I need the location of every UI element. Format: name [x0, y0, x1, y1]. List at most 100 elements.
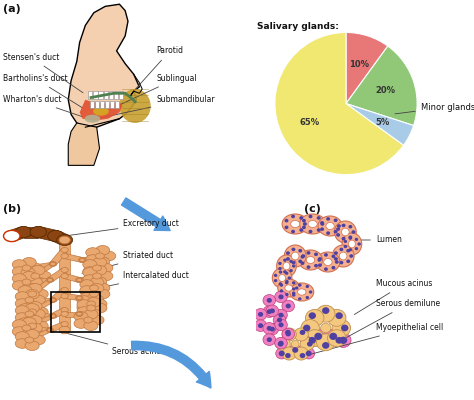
Ellipse shape: [278, 279, 300, 297]
Circle shape: [31, 273, 40, 279]
Circle shape: [22, 258, 36, 267]
Circle shape: [61, 308, 68, 312]
Circle shape: [298, 284, 301, 287]
Polygon shape: [26, 278, 50, 284]
Circle shape: [270, 327, 275, 332]
Circle shape: [74, 319, 88, 328]
Circle shape: [46, 278, 54, 282]
Circle shape: [90, 291, 99, 297]
Bar: [90, 101, 94, 108]
Circle shape: [342, 237, 346, 240]
Polygon shape: [51, 308, 67, 318]
Circle shape: [16, 226, 32, 238]
Ellipse shape: [285, 285, 292, 291]
Circle shape: [83, 267, 97, 276]
Ellipse shape: [276, 348, 288, 359]
Circle shape: [12, 327, 27, 336]
Circle shape: [28, 295, 42, 304]
Ellipse shape: [317, 334, 335, 351]
Ellipse shape: [336, 333, 351, 348]
Ellipse shape: [348, 240, 356, 248]
Ellipse shape: [273, 314, 286, 326]
Circle shape: [303, 222, 307, 226]
Text: (b): (b): [3, 204, 21, 214]
Ellipse shape: [263, 334, 275, 346]
Circle shape: [25, 297, 34, 303]
Circle shape: [267, 326, 272, 331]
Text: 20%: 20%: [375, 86, 395, 95]
Circle shape: [292, 340, 299, 348]
Circle shape: [102, 251, 116, 261]
Circle shape: [322, 342, 329, 349]
Circle shape: [49, 262, 56, 266]
Circle shape: [303, 325, 310, 331]
Circle shape: [15, 313, 29, 322]
Circle shape: [76, 312, 83, 316]
Circle shape: [22, 318, 36, 327]
Ellipse shape: [266, 305, 279, 317]
Circle shape: [326, 217, 330, 221]
Circle shape: [12, 281, 27, 290]
Circle shape: [289, 260, 293, 263]
Circle shape: [34, 307, 48, 317]
Circle shape: [50, 314, 55, 318]
Circle shape: [84, 321, 98, 330]
Circle shape: [286, 332, 291, 336]
Circle shape: [318, 257, 322, 261]
Circle shape: [28, 309, 36, 315]
Circle shape: [300, 330, 305, 335]
Circle shape: [50, 262, 55, 266]
Circle shape: [61, 322, 68, 326]
Circle shape: [90, 285, 99, 291]
Polygon shape: [64, 274, 81, 282]
Circle shape: [309, 337, 316, 344]
Polygon shape: [29, 312, 53, 318]
Circle shape: [302, 219, 306, 222]
Circle shape: [87, 298, 101, 307]
Circle shape: [50, 314, 55, 318]
Circle shape: [289, 269, 293, 272]
Ellipse shape: [294, 328, 308, 341]
Ellipse shape: [279, 274, 285, 282]
Circle shape: [83, 268, 97, 277]
Polygon shape: [47, 268, 67, 282]
Circle shape: [47, 328, 53, 332]
Circle shape: [30, 324, 35, 328]
Ellipse shape: [324, 258, 332, 266]
Circle shape: [334, 230, 337, 234]
Circle shape: [21, 275, 35, 284]
Text: Intercalated duct: Intercalated duct: [82, 272, 189, 292]
Ellipse shape: [332, 245, 354, 267]
Circle shape: [16, 226, 32, 238]
Circle shape: [291, 215, 295, 218]
Circle shape: [94, 274, 100, 278]
Circle shape: [320, 222, 324, 226]
Ellipse shape: [300, 214, 326, 234]
Polygon shape: [68, 4, 139, 127]
Circle shape: [18, 311, 32, 320]
Circle shape: [87, 294, 101, 303]
Circle shape: [15, 299, 29, 308]
Circle shape: [277, 318, 282, 322]
Circle shape: [28, 284, 42, 293]
Ellipse shape: [328, 310, 346, 326]
Text: Parotid: Parotid: [136, 46, 183, 89]
Circle shape: [302, 226, 306, 229]
Circle shape: [30, 292, 35, 296]
Circle shape: [92, 277, 107, 286]
Circle shape: [298, 260, 302, 263]
Ellipse shape: [306, 310, 324, 326]
Circle shape: [267, 337, 272, 342]
Circle shape: [92, 266, 107, 275]
Bar: [95, 101, 99, 108]
Circle shape: [85, 318, 91, 322]
Polygon shape: [48, 322, 66, 332]
Circle shape: [87, 301, 95, 307]
Circle shape: [339, 261, 343, 264]
Circle shape: [344, 240, 347, 243]
Circle shape: [90, 295, 104, 304]
Circle shape: [306, 351, 312, 356]
Circle shape: [334, 251, 338, 255]
Circle shape: [314, 333, 322, 340]
Ellipse shape: [274, 291, 287, 303]
